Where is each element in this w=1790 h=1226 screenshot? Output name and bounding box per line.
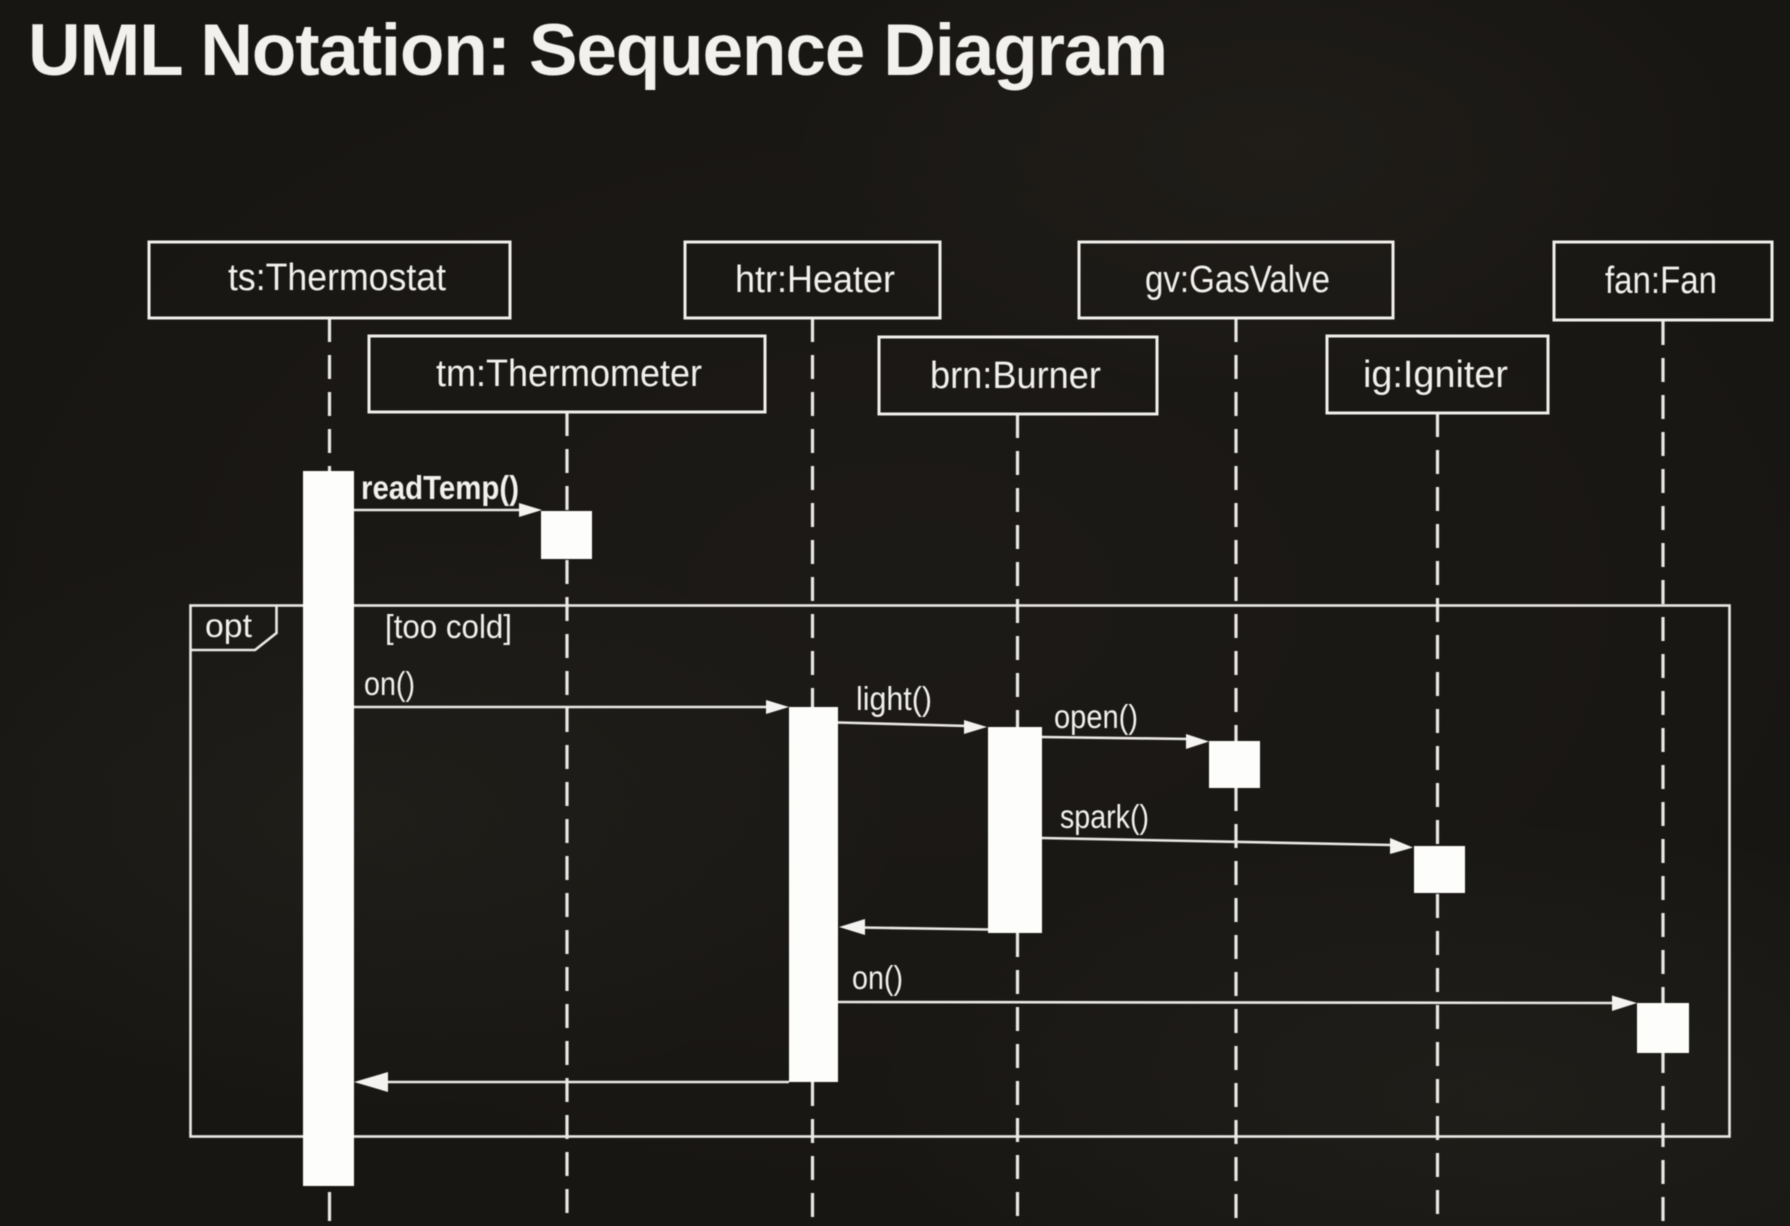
svg-text:[too cold]: [too cold]	[385, 608, 512, 645]
svg-text:spark(): spark()	[1060, 798, 1149, 835]
svg-text:UML Notation: Sequence Diagram: UML Notation: Sequence Diagram	[28, 10, 1167, 91]
svg-text:htr:Heater: htr:Heater	[735, 259, 895, 301]
svg-text:ig:Igniter: ig:Igniter	[1363, 354, 1508, 396]
svg-text:opt: opt	[205, 607, 252, 644]
svg-text:brn:Burner: brn:Burner	[930, 355, 1101, 397]
svg-text:fan:Fan: fan:Fan	[1605, 260, 1717, 302]
svg-text:light(): light()	[856, 680, 932, 717]
svg-text:tm:Thermometer: tm:Thermometer	[436, 353, 702, 395]
svg-text:gv:GasValve: gv:GasValve	[1145, 259, 1330, 301]
svg-text:on(): on()	[852, 959, 903, 996]
svg-text:readTemp(): readTemp()	[361, 469, 519, 506]
svg-text:ts:Thermostat: ts:Thermostat	[228, 257, 446, 299]
svg-text:open(): open()	[1054, 698, 1138, 735]
svg-text:on(): on()	[364, 665, 415, 702]
